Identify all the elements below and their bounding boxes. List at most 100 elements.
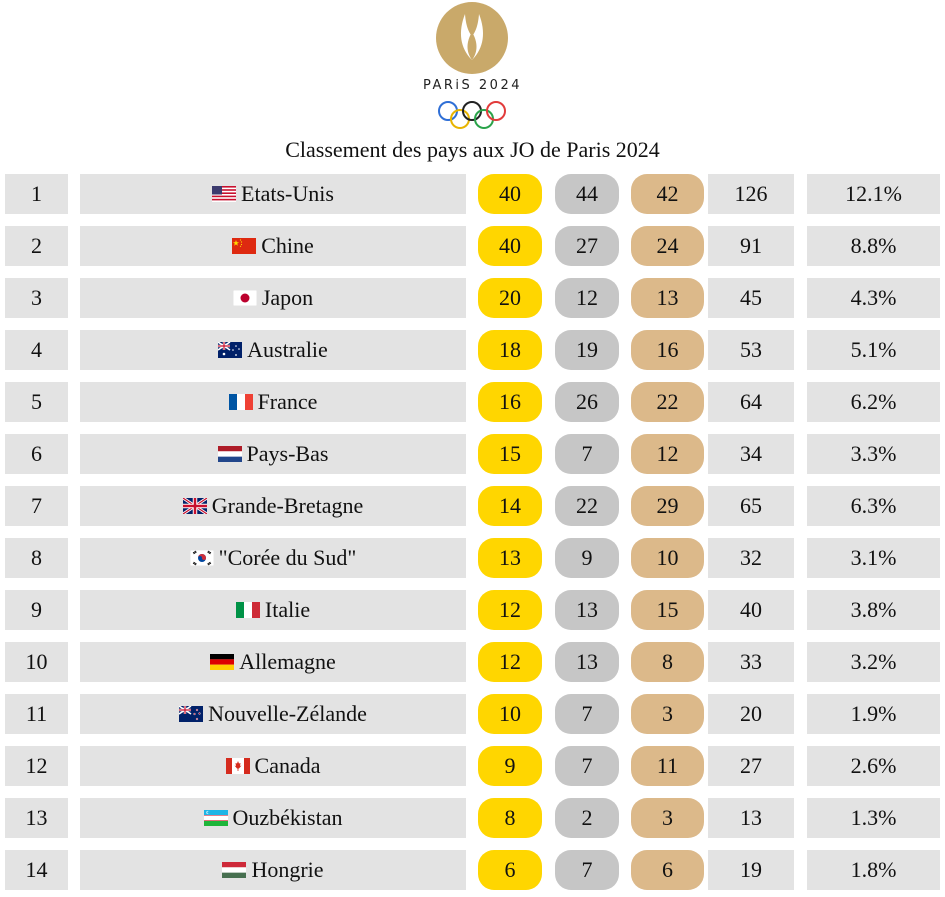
table-row: 6 Pays-Bas 15 7 12 34 3.3% — [5, 434, 940, 474]
gold-medal-count: 18 — [478, 330, 542, 370]
hungary-flag-icon — [222, 862, 247, 878]
silver-medal-count: 9 — [555, 538, 619, 578]
total-medal-count: 34 — [708, 434, 794, 474]
table-row: 3 Japon 20 12 13 45 4.3% — [5, 278, 940, 318]
total-medal-count: 33 — [708, 642, 794, 682]
logo-wordmark: PARiS 2024 — [422, 78, 522, 93]
gold-medal-count: 16 — [478, 382, 542, 422]
country-name: Allemagne — [239, 649, 336, 674]
new-zealand-flag-icon — [179, 706, 204, 722]
france-flag-icon — [228, 394, 253, 410]
canada-flag-icon — [225, 758, 250, 774]
gold-medal-count: 10 — [478, 694, 542, 734]
total-medal-count: 13 — [708, 798, 794, 838]
rank-cell: 6 — [5, 434, 68, 474]
table-row: 2 Chine 40 27 24 91 8.8% — [5, 226, 940, 266]
gold-medal-count: 6 — [478, 850, 542, 890]
bronze-medal-count: 16 — [631, 330, 704, 370]
uk-flag-icon — [182, 498, 207, 514]
bronze-medal-count: 6 — [631, 850, 704, 890]
table-row: 4 Australie 18 19 16 53 5.1% — [5, 330, 940, 370]
total-medal-count: 91 — [708, 226, 794, 266]
country-name: Ouzbékistan — [232, 805, 343, 830]
country-cell: "Corée du Sud" — [80, 538, 466, 578]
gold-medal-count: 9 — [478, 746, 542, 786]
medal-share-percent: 6.3% — [807, 486, 940, 526]
country-cell: Pays-Bas — [80, 434, 466, 474]
usa-flag-icon — [212, 186, 237, 202]
paris-2024-logo: PARiS 2024 — [400, 2, 545, 134]
medal-share-percent: 12.1% — [807, 174, 940, 214]
rank-cell: 7 — [5, 486, 68, 526]
country-cell: Grande-Bretagne — [80, 486, 466, 526]
silver-medal-count: 44 — [555, 174, 619, 214]
country-name: Canada — [254, 753, 321, 778]
silver-medal-count: 7 — [555, 694, 619, 734]
bronze-medal-count: 29 — [631, 486, 704, 526]
bronze-medal-count: 42 — [631, 174, 704, 214]
medal-share-percent: 3.8% — [807, 590, 940, 630]
total-medal-count: 27 — [708, 746, 794, 786]
total-medal-count: 40 — [708, 590, 794, 630]
country-cell: Japon — [80, 278, 466, 318]
country-name: Chine — [261, 233, 314, 258]
china-flag-icon — [232, 238, 257, 254]
silver-medal-count: 19 — [555, 330, 619, 370]
medal-share-percent: 4.3% — [807, 278, 940, 318]
gold-medal-count: 20 — [478, 278, 542, 318]
medal-share-percent: 1.9% — [807, 694, 940, 734]
silver-medal-count: 2 — [555, 798, 619, 838]
table-row: 5 France 16 26 22 64 6.2% — [5, 382, 940, 422]
australia-flag-icon — [218, 342, 243, 358]
page-title: Classement des pays aux JO de Paris 2024 — [285, 137, 660, 162]
country-name: Nouvelle-Zélande — [208, 701, 367, 726]
japan-flag-icon — [232, 290, 257, 306]
bronze-medal-count: 3 — [631, 798, 704, 838]
paris-2024-emblem-icon — [436, 2, 508, 129]
medal-share-percent: 3.1% — [807, 538, 940, 578]
total-medal-count: 19 — [708, 850, 794, 890]
silver-medal-count: 7 — [555, 850, 619, 890]
silver-medal-count: 7 — [555, 746, 619, 786]
country-name: Australie — [247, 337, 328, 362]
gold-medal-count: 12 — [478, 642, 542, 682]
rank-cell: 4 — [5, 330, 68, 370]
country-cell: Allemagne — [80, 642, 466, 682]
silver-medal-count: 12 — [555, 278, 619, 318]
medal-share-percent: 2.6% — [807, 746, 940, 786]
rank-cell: 14 — [5, 850, 68, 890]
italy-flag-icon — [235, 602, 260, 618]
country-cell: Australie — [80, 330, 466, 370]
rank-cell: 5 — [5, 382, 68, 422]
total-medal-count: 126 — [708, 174, 794, 214]
table-row: 10 Allemagne 12 13 8 33 3.2% — [5, 642, 940, 682]
medal-share-percent: 3.2% — [807, 642, 940, 682]
country-cell: Nouvelle-Zélande — [80, 694, 466, 734]
country-cell: Italie — [80, 590, 466, 630]
silver-medal-count: 13 — [555, 642, 619, 682]
country-name: "Corée du Sud" — [218, 545, 357, 570]
silver-medal-count: 13 — [555, 590, 619, 630]
bronze-medal-count: 24 — [631, 226, 704, 266]
country-cell: Ouzbékistan — [80, 798, 466, 838]
table-row: 1 Etats-Unis 40 44 42 126 12.1% — [5, 174, 940, 214]
medal-share-percent: 6.2% — [807, 382, 940, 422]
table-row: 8 "Corée du Sud" 13 9 10 32 3.1% — [5, 538, 940, 578]
bronze-medal-count: 8 — [631, 642, 704, 682]
rank-cell: 11 — [5, 694, 68, 734]
medal-share-percent: 1.8% — [807, 850, 940, 890]
gold-medal-count: 14 — [478, 486, 542, 526]
total-medal-count: 20 — [708, 694, 794, 734]
medal-share-percent: 3.3% — [807, 434, 940, 474]
country-name: Etats-Unis — [241, 181, 334, 206]
south-korea-flag-icon — [189, 550, 214, 566]
bronze-medal-count: 10 — [631, 538, 704, 578]
table-row: 14 Hongrie 6 7 6 19 1.8% — [5, 850, 940, 890]
table-row: 9 Italie 12 13 15 40 3.8% — [5, 590, 940, 630]
country-cell: Canada — [80, 746, 466, 786]
table-row: 13 Ouzbékistan 8 2 3 13 1.3% — [5, 798, 940, 838]
silver-medal-count: 22 — [555, 486, 619, 526]
total-medal-count: 64 — [708, 382, 794, 422]
country-cell: Etats-Unis — [80, 174, 466, 214]
silver-medal-count: 26 — [555, 382, 619, 422]
